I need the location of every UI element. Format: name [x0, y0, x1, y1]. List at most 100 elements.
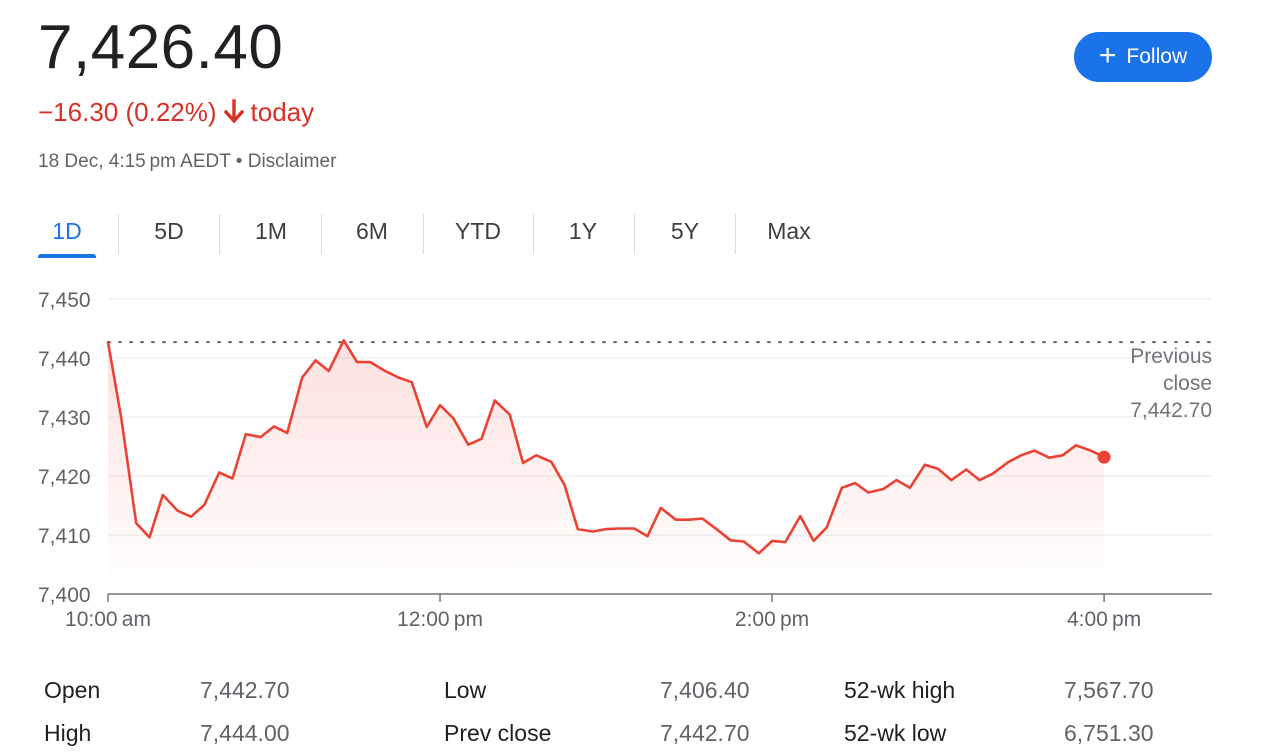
price-point — [854, 482, 856, 484]
price-point — [784, 541, 786, 543]
price-point — [369, 361, 371, 363]
price-point — [633, 527, 635, 529]
price-point — [218, 471, 220, 473]
price-point — [135, 522, 137, 524]
price-point — [646, 535, 648, 537]
price-point — [190, 516, 192, 518]
price-chart-svg: 7,400 7,410 7,420 7,430 7,440 7,450 10:00 am 12… — [38, 289, 1213, 631]
stat-value-52wk-high: 7,567.70 — [1064, 677, 1154, 703]
price-point — [426, 426, 428, 428]
price-point — [716, 528, 718, 530]
tab-5d[interactable]: 5D — [154, 218, 184, 244]
price-point — [965, 468, 967, 470]
price-point — [563, 484, 565, 486]
price-point — [107, 341, 109, 343]
price-point — [203, 504, 205, 506]
previous-close-label: 7,442.70 — [1130, 399, 1212, 422]
price-point — [356, 361, 358, 363]
price-point — [1061, 454, 1063, 456]
price-point — [1033, 449, 1035, 451]
price-line — [106, 339, 1106, 555]
price-point — [729, 539, 731, 541]
stat-label-low: Low — [444, 677, 487, 703]
x-tick-label: 12:00 pm — [397, 608, 483, 631]
stat-label-high: High — [44, 720, 92, 746]
tab-1m[interactable]: 1M — [255, 218, 287, 244]
tab-ytd[interactable]: YTD — [455, 218, 501, 244]
price-point — [937, 468, 939, 470]
tab-max[interactable]: Max — [767, 218, 811, 244]
quote-timestamp-row: 18 Dec, 4:15 pm AEDT • Disclaimer — [38, 149, 336, 175]
tab-5y[interactable]: 5Y — [670, 218, 700, 244]
price-point — [924, 464, 926, 466]
price-point — [162, 494, 164, 496]
stat-value-52wk-low: 6,751.30 — [1064, 720, 1154, 746]
price-point — [826, 526, 828, 528]
price-point — [841, 487, 843, 489]
price-point — [675, 518, 677, 520]
price-point — [618, 527, 620, 529]
stat-label-52wk-high: 52-wk high — [844, 677, 956, 703]
tab-1d[interactable]: 1D — [38, 206, 96, 258]
tab-divider — [533, 214, 534, 254]
price-point — [301, 376, 303, 378]
price-point — [950, 479, 952, 481]
price-point — [799, 515, 801, 517]
price-point — [411, 381, 413, 383]
price-point — [535, 454, 537, 456]
follow-button[interactable]: + Follow — [1074, 32, 1212, 82]
y-tick-label: 7,430 — [38, 407, 91, 430]
price-chart[interactable]: 7,400 7,410 7,420 7,430 7,440 7,450 10:00 am 12… — [0, 270, 1286, 640]
price-change: −16.30 (0.22%) today — [38, 94, 314, 130]
tab-divider — [321, 214, 322, 254]
price-point — [509, 413, 511, 415]
arrow-down-icon — [223, 99, 244, 124]
x-tick-label: 10:00 am — [65, 608, 151, 631]
price-point — [758, 552, 760, 554]
tab-divider — [634, 214, 635, 254]
y-tick-label: 7,420 — [38, 466, 91, 489]
tab-divider — [219, 214, 220, 254]
price-point — [1048, 457, 1050, 459]
price-change-value: −16.30 (0.22%) — [38, 97, 217, 127]
stat-value-high: 7,444.00 — [200, 720, 290, 746]
y-tick-label: 7,400 — [38, 584, 91, 607]
stock-price: 7,426.40 — [38, 13, 284, 82]
price-point — [480, 438, 482, 440]
tab-1y[interactable]: 1Y — [568, 218, 598, 244]
price-point — [120, 417, 122, 419]
stat-value-low: 7,406.40 — [660, 677, 750, 703]
price-point — [743, 540, 745, 542]
price-point — [148, 536, 150, 538]
price-point — [688, 518, 690, 520]
y-tick-label: 7,410 — [38, 525, 91, 548]
quote-timestamp: 18 Dec, 4:15 pm AEDT — [38, 151, 231, 172]
disclaimer-link[interactable]: Disclaimer — [247, 151, 337, 172]
price-point — [177, 510, 179, 512]
price-point — [1075, 444, 1077, 446]
price-point — [605, 528, 607, 530]
price-point — [439, 404, 441, 406]
price-point — [494, 399, 496, 401]
price-point — [260, 436, 262, 438]
price-point — [812, 540, 814, 542]
time-range-tabs: 1D 5D 1M 6M YTD 1Y 5Y Max — [0, 206, 1286, 258]
x-tick-label: 4:00 pm — [1067, 608, 1141, 631]
price-change-period: today — [250, 97, 315, 127]
tab-6m[interactable]: 6M — [356, 218, 388, 244]
stat-label-prev-close: Prev close — [444, 720, 552, 746]
price-point — [1020, 454, 1022, 456]
price-point — [550, 461, 552, 463]
price-point — [245, 433, 247, 435]
price-point — [328, 370, 330, 372]
price-point — [452, 417, 454, 419]
price-point — [343, 339, 345, 341]
price-point — [909, 487, 911, 489]
meta-separator: • — [235, 151, 243, 172]
current-price-marker — [1097, 450, 1111, 464]
stat-value-prev-close: 7,442.70 — [660, 720, 750, 746]
price-point — [1090, 449, 1092, 451]
price-point — [577, 528, 579, 530]
x-tick-label: 2:00 pm — [735, 608, 809, 631]
price-point — [771, 540, 773, 542]
